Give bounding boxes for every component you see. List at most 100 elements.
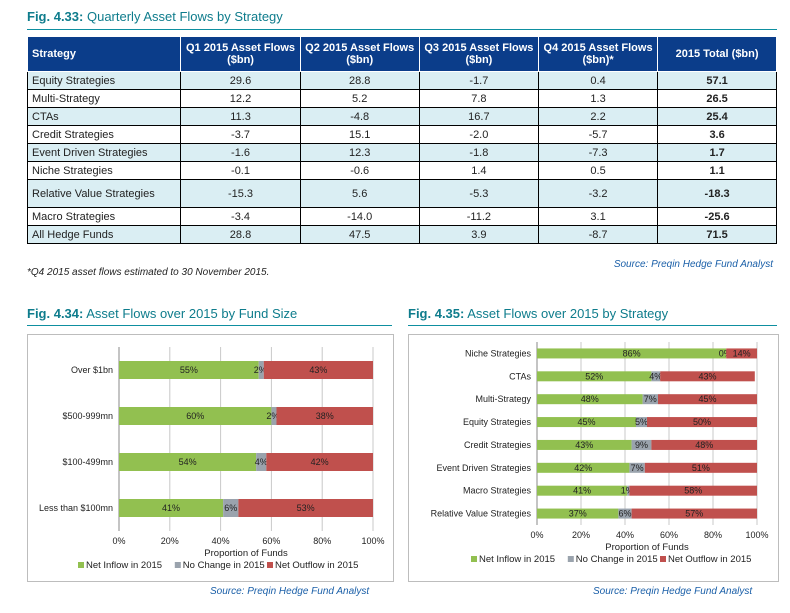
table-cell: -1.8 bbox=[418, 143, 539, 162]
table-cell: 47.5 bbox=[299, 225, 420, 244]
bar-segment bbox=[537, 417, 636, 428]
table-cell: -0.6 bbox=[299, 161, 420, 180]
x-axis-title: Proportion of Funds bbox=[605, 542, 689, 553]
bar-segment bbox=[537, 439, 632, 450]
legend-label: Net Outflow in 2015 bbox=[275, 560, 358, 571]
data-label: 6% bbox=[224, 503, 237, 513]
bar-segment bbox=[119, 499, 224, 517]
data-label: 37% bbox=[569, 509, 587, 519]
category-label: Event Driven Strategies bbox=[436, 463, 531, 473]
table-cell: -3.4 bbox=[180, 207, 301, 226]
table-row: Event Driven Strategies -1.6 12.3 -1.8 -7.3 1… bbox=[26, 143, 777, 162]
table-cell: -7.3 bbox=[537, 143, 659, 162]
table-header-cell: 2015 Total ($bn) bbox=[657, 36, 777, 72]
data-label: 57% bbox=[685, 509, 703, 519]
fig433-rule bbox=[27, 29, 777, 30]
x-tick-label: 80% bbox=[704, 530, 722, 540]
bar-segment bbox=[537, 485, 628, 496]
data-label: 0% bbox=[719, 348, 732, 358]
category-label: Niche Strategies bbox=[465, 348, 532, 358]
data-label: 48% bbox=[581, 394, 599, 404]
table-cell: 1.1 bbox=[657, 161, 777, 180]
data-label: 38% bbox=[316, 411, 334, 421]
bar-segment bbox=[647, 417, 757, 428]
data-label: 5% bbox=[635, 417, 648, 427]
category-label: Less than $100mn bbox=[39, 503, 113, 513]
x-tick-label: 100% bbox=[745, 530, 768, 540]
legend-label: Net Inflow in 2015 bbox=[479, 554, 555, 565]
table-header-cell: Q2 2015 Asset Flows ($bn) bbox=[299, 36, 420, 72]
table-cell: 15.1 bbox=[299, 125, 420, 144]
table-cell: -1.6 bbox=[180, 143, 301, 162]
fig433-footnote: *Q4 2015 asset flows estimated to 30 Nov… bbox=[27, 267, 270, 278]
table-row-label: Credit Strategies bbox=[26, 125, 182, 144]
asset-flows-table: Strategy Q1 2015 Asset Flows ($bn) Q2 2015… bbox=[26, 36, 777, 244]
table-cell: 1.3 bbox=[537, 89, 659, 108]
fig435-source: Source: Preqin Hedge Fund Analyst bbox=[593, 586, 753, 597]
legend-swatch bbox=[660, 556, 666, 562]
table-cell: 29.6 bbox=[180, 71, 301, 90]
table-row-label: All Hedge Funds bbox=[26, 225, 182, 244]
table-cell: -5.3 bbox=[418, 179, 539, 208]
bar-segment bbox=[631, 439, 652, 450]
fig435-rule bbox=[408, 325, 777, 326]
fig434-title: Fig. 4.34: Asset Flows over 2015 by Fund… bbox=[27, 306, 297, 321]
table-header-cell: Q4 2015 Asset Flows ($bn)* bbox=[537, 36, 659, 72]
data-label: 43% bbox=[575, 440, 593, 450]
table-cell: 12.3 bbox=[299, 143, 420, 162]
table-cell: 57.1 bbox=[657, 71, 777, 90]
table-cell: -0.1 bbox=[180, 161, 301, 180]
table-cell: -4.8 bbox=[299, 107, 420, 126]
table-row: Macro Strategies -3.4 -14.0 -11.2 3.1 -25.6 bbox=[26, 207, 777, 226]
x-tick-label: 40% bbox=[616, 530, 634, 540]
table-cell: 71.5 bbox=[657, 225, 777, 244]
bar-segment bbox=[119, 407, 272, 425]
bar-segment bbox=[537, 394, 643, 405]
bar-segment bbox=[266, 453, 373, 471]
bar-segment bbox=[618, 508, 632, 519]
table-cell: 1.7 bbox=[657, 143, 777, 162]
category-label: $100-499mn bbox=[62, 457, 113, 467]
legend-label: Net Outflow in 2015 bbox=[668, 554, 751, 565]
table-cell: 3.6 bbox=[657, 125, 777, 144]
data-label: 4% bbox=[255, 457, 268, 467]
table-row: Equity Strategies 29.6 28.8 -1.7 0.4 57.1 bbox=[26, 71, 777, 90]
bar-segment bbox=[636, 417, 647, 428]
fig435-title: Fig. 4.35: Asset Flows over 2015 by Stra… bbox=[408, 306, 668, 321]
x-tick-label: 40% bbox=[212, 536, 230, 546]
table-cell: 7.8 bbox=[418, 89, 539, 108]
table-cell: -1.7 bbox=[418, 71, 539, 90]
x-tick-label: 20% bbox=[572, 530, 590, 540]
bar-segment bbox=[119, 453, 257, 471]
fig434-rule bbox=[27, 325, 392, 326]
table-cell: 12.2 bbox=[180, 89, 301, 108]
data-label: 42% bbox=[574, 463, 592, 473]
bar-segment bbox=[629, 462, 645, 473]
legend-swatch bbox=[78, 562, 84, 568]
table-cell: -25.6 bbox=[657, 207, 777, 226]
bar-segment bbox=[627, 485, 630, 496]
table-cell: 1.4 bbox=[418, 161, 539, 180]
data-label: 45% bbox=[577, 417, 595, 427]
bar-segment bbox=[223, 499, 239, 517]
legend-swatch bbox=[471, 556, 477, 562]
table-cell: 5.6 bbox=[299, 179, 420, 208]
table-header-row: Strategy Q1 2015 Asset Flows ($bn) Q2 2015… bbox=[26, 36, 777, 72]
bar-segment bbox=[631, 508, 757, 519]
table-cell: -14.0 bbox=[299, 207, 420, 226]
bar-segment bbox=[537, 462, 630, 473]
table-row-label: Relative Value Strategies bbox=[26, 179, 182, 208]
legend-swatch bbox=[267, 562, 273, 568]
x-axis-title: Proportion of Funds bbox=[204, 548, 288, 559]
table-cell: -8.7 bbox=[537, 225, 659, 244]
bar-segment bbox=[263, 361, 373, 379]
bar-segment bbox=[726, 348, 757, 359]
fund-size-chart: 0% 20% 40% 60% 80% 100% Over $1bn 55% 2% 43% $500-… bbox=[39, 347, 385, 571]
table-cell: -3.7 bbox=[180, 125, 301, 144]
fig434-chart-box: 0% 20% 40% 60% 80% 100% Over $1bn 55% 2% 43% $500-… bbox=[27, 334, 394, 582]
legend-swatch bbox=[174, 562, 181, 568]
data-label: 60% bbox=[186, 411, 204, 421]
data-label: 58% bbox=[684, 486, 702, 496]
table-row: Credit Strategies -3.7 15.1 -2.0 -5.7 3.6 bbox=[26, 125, 777, 144]
bar-segment bbox=[642, 394, 658, 405]
